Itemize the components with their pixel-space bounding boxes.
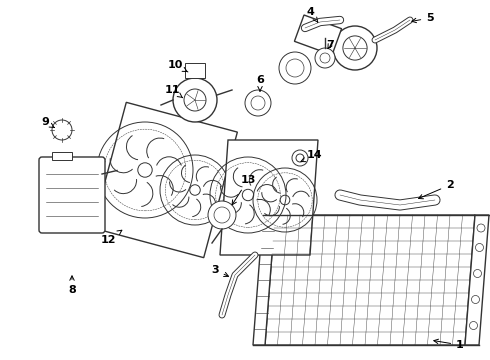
Text: 13: 13 xyxy=(232,175,256,205)
Circle shape xyxy=(469,321,477,329)
Text: 1: 1 xyxy=(434,339,464,350)
Text: 10: 10 xyxy=(167,60,188,72)
Circle shape xyxy=(286,59,304,77)
Bar xyxy=(52,152,72,160)
Circle shape xyxy=(473,270,482,278)
Circle shape xyxy=(245,90,271,116)
Bar xyxy=(185,63,205,78)
Circle shape xyxy=(173,78,217,122)
Polygon shape xyxy=(465,215,489,345)
Polygon shape xyxy=(220,140,318,255)
Text: 9: 9 xyxy=(41,117,54,127)
Polygon shape xyxy=(294,15,342,55)
Text: 5: 5 xyxy=(412,13,434,23)
Polygon shape xyxy=(93,102,237,258)
Text: 3: 3 xyxy=(211,265,228,276)
Circle shape xyxy=(475,243,484,252)
Text: 14: 14 xyxy=(301,150,323,162)
Circle shape xyxy=(292,150,308,166)
Circle shape xyxy=(279,52,311,84)
Circle shape xyxy=(184,89,206,111)
Text: 11: 11 xyxy=(164,85,183,98)
Text: 2: 2 xyxy=(418,180,454,199)
Text: 4: 4 xyxy=(306,7,318,22)
Circle shape xyxy=(320,53,330,63)
Text: 12: 12 xyxy=(100,230,122,245)
Circle shape xyxy=(208,201,236,229)
Circle shape xyxy=(343,36,367,60)
FancyBboxPatch shape xyxy=(39,157,105,233)
Circle shape xyxy=(52,120,72,140)
Polygon shape xyxy=(265,215,475,345)
Text: 8: 8 xyxy=(68,276,76,295)
Circle shape xyxy=(333,26,377,70)
Circle shape xyxy=(251,96,265,110)
Circle shape xyxy=(214,207,230,223)
Circle shape xyxy=(471,296,480,303)
Circle shape xyxy=(477,224,485,232)
Text: 6: 6 xyxy=(256,75,264,91)
Circle shape xyxy=(315,48,335,68)
Polygon shape xyxy=(253,215,275,345)
Circle shape xyxy=(296,154,304,162)
Text: 7: 7 xyxy=(326,40,334,50)
